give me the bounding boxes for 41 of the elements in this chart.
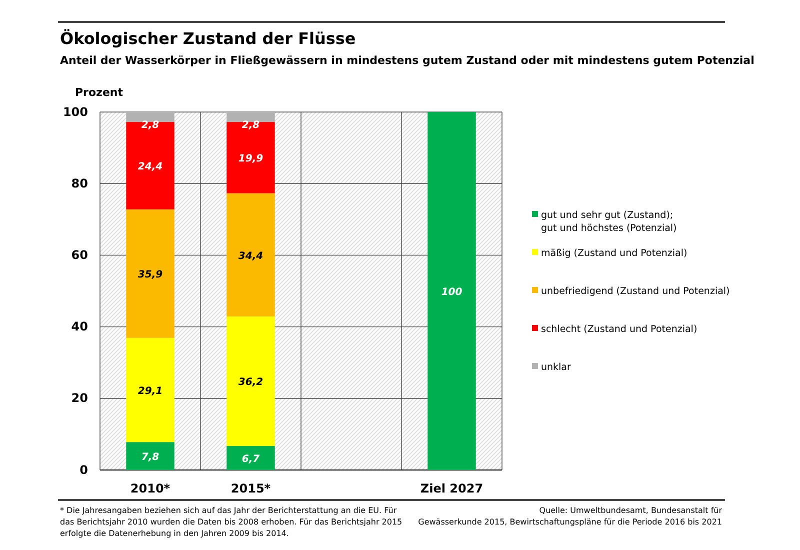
y-tick-label: 0 [80, 462, 88, 477]
data-label: 6,7 [242, 454, 260, 466]
y-axis-title: Prozent [75, 86, 123, 99]
data-label: 24,4 [138, 162, 163, 173]
chart-title: Ökologischer Zustand der Flüsse [60, 29, 356, 48]
data-label: 34,4 [238, 250, 264, 262]
legend-label: schlecht (Zustand und Potenzial) [541, 324, 698, 335]
legend-label: unklar [541, 362, 572, 373]
source-note: Quelle: Umweltbundesamt, Bundesanstalt für Gewässerkunde 2015, Bewirtschaftungspläne für die Periode 2016 bis 2021 [418, 506, 723, 526]
bar [126, 209, 174, 338]
data-label: 36,2 [238, 377, 264, 388]
bar [428, 112, 476, 470]
legend-label: gut und sehr gut (Zustand); gut und höchstes (Potenzial) [541, 210, 677, 234]
y-tick-label: 20 [71, 391, 88, 406]
chart-subtitle: Anteil der Wasserkörper in Fließgewässern in mindestens gutem Zustand oder mit mindestens gutem Potenzial [60, 54, 754, 67]
bar [226, 316, 275, 446]
data-label: 7,8 [141, 452, 160, 464]
data-label: 29,1 [138, 386, 163, 397]
y-tick-label: 40 [71, 320, 88, 334]
data-label: 19,9 [238, 154, 264, 165]
bar [126, 442, 174, 470]
bar [226, 193, 275, 316]
bar [226, 122, 275, 194]
y-tick-label: 100 [62, 104, 88, 119]
x-tick-label: 2015* [230, 482, 272, 496]
data-label: 2,8 [242, 120, 260, 131]
bar [126, 112, 174, 122]
data-label: 100 [441, 287, 462, 298]
bar [226, 446, 275, 470]
y-tick-label: 60 [71, 248, 88, 262]
data-label: 35,9 [138, 270, 163, 281]
x-tick-label: 2010* [130, 482, 171, 496]
bar [126, 338, 174, 442]
bar [126, 122, 174, 210]
text: * Die Jahresangaben beziehen sich auf das Jahr der Berichterstattung an die EU. Für das Berichtsjahr 2010 wurden die Daten bis 2008 erhoben. Für das Berichtsjahr 2015 erfolgte die Datenerhebung in den Jahren 2009 bis 2014. [60, 506, 402, 538]
y-tick-label: 80 [71, 176, 88, 190]
legend-label: mäßig (Zustand und Potenzial) [541, 248, 688, 259]
data-label: 2,8 [141, 120, 160, 131]
x-tick-label: Ziel 2027 [420, 482, 484, 496]
bar [226, 112, 275, 122]
legend-label: unbefriedigend (Zustand und Potenzial) [541, 286, 730, 297]
